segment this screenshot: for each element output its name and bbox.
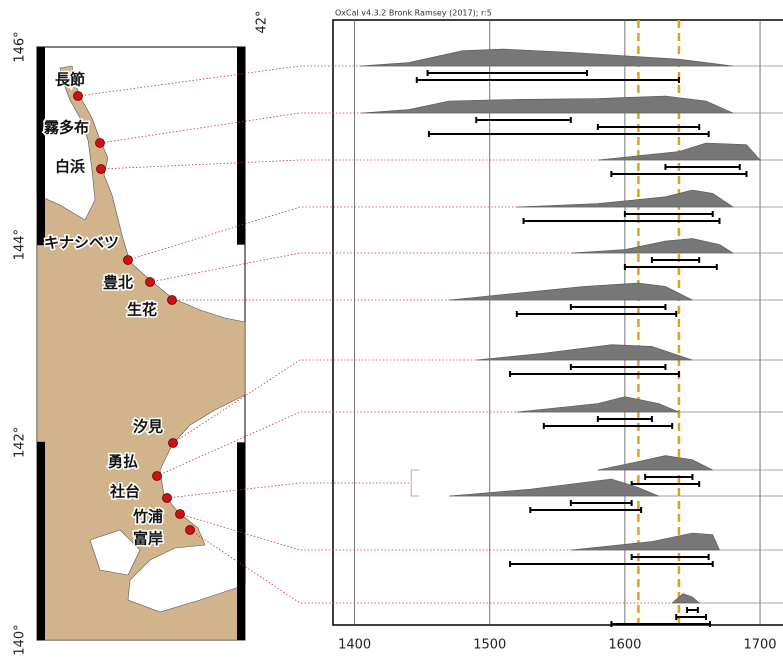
plot-frame: [332, 19, 783, 626]
distribution: [361, 95, 734, 114]
site-label: 勇払: [108, 453, 138, 471]
connector: [149, 252, 571, 283]
range-bar: [610, 621, 712, 627]
border-strip: [37, 47, 45, 245]
distribution: [476, 344, 693, 361]
border-strip: [237, 47, 245, 245]
range-bar: [569, 304, 667, 310]
site-dot: [152, 471, 162, 481]
connector: [156, 411, 517, 477]
site-dot: [168, 438, 178, 448]
range-bar: [650, 257, 701, 263]
range-bar: [509, 371, 680, 377]
site-dot: [123, 255, 133, 265]
distribution: [516, 396, 680, 413]
range-bar: [623, 211, 714, 217]
connector: [77, 65, 361, 97]
range-bar: [475, 117, 572, 123]
site-label: 富岸: [133, 530, 163, 548]
map-border: [37, 46, 245, 641]
distribution: [671, 593, 701, 604]
lat-tick-label: 140°: [13, 624, 28, 655]
lat-tick-label: 144°: [13, 229, 28, 260]
site-dot: [95, 138, 105, 148]
range-bar: [415, 77, 680, 83]
range-bar: [630, 481, 701, 487]
site-label: キナシベツ: [44, 234, 119, 252]
header: OxCal v4.3.2 Bronk Ramsey (2017); r:5: [335, 9, 492, 18]
connector: [179, 513, 571, 551]
connector: [172, 359, 477, 444]
bay: [89, 529, 141, 576]
range-bar: [596, 416, 653, 422]
x-tick-label: 1400: [338, 638, 371, 653]
connector: [189, 529, 673, 604]
range-bar: [675, 614, 707, 620]
x-tick-label: 1600: [608, 638, 641, 653]
range-bar: [569, 500, 633, 506]
site-label: 長節: [55, 71, 85, 89]
site-dot: [96, 164, 106, 174]
distribution: [570, 238, 735, 254]
connector: [127, 206, 517, 261]
range-bar: [515, 311, 678, 317]
land: [36, 65, 246, 641]
site-dot: [185, 525, 195, 535]
range-bar: [596, 124, 701, 130]
connector: [166, 482, 412, 499]
distribution: [570, 532, 720, 551]
range-bar: [529, 507, 643, 513]
distribution: [516, 189, 734, 208]
range-bar: [630, 554, 710, 560]
site-dot: [162, 493, 172, 503]
lon-label: 42°: [255, 10, 270, 33]
range-bar: [686, 607, 699, 613]
range-bar: [427, 131, 710, 137]
lat-tick-label: 142°: [13, 427, 28, 458]
bracket: [410, 469, 420, 497]
distribution: [360, 48, 734, 67]
site-dot: [145, 277, 155, 287]
range-bar: [664, 164, 741, 170]
site-dot: [73, 91, 83, 101]
border-strip: [37, 442, 45, 640]
range-bar: [569, 364, 667, 370]
site-label: 竹浦: [132, 508, 163, 526]
site-dot: [175, 509, 185, 519]
x-tick-label: 1500: [473, 638, 506, 653]
distribution: [597, 455, 713, 471]
range-bar: [542, 423, 674, 429]
x-tick-label: 1700: [743, 638, 776, 653]
site-label: 豊北: [103, 274, 133, 292]
map: 42°: [36, 10, 270, 641]
range-bar: [623, 264, 718, 270]
site-label: 生花: [127, 301, 157, 319]
range-bar: [426, 70, 589, 76]
site-label: 霧多布: [44, 119, 89, 137]
range-bar: [522, 218, 721, 224]
distribution: [449, 282, 693, 301]
range-bar: [509, 561, 714, 567]
distribution: [597, 142, 761, 161]
distribution: [449, 478, 659, 497]
site-dot: [167, 295, 177, 305]
range-bar: [610, 171, 748, 177]
site-label: 白浜: [55, 158, 85, 176]
lat-tick-label: 146°: [13, 31, 28, 62]
site-label: 汐見: [133, 418, 163, 436]
border-strip: [237, 442, 245, 640]
range-bar: [644, 474, 694, 480]
connector: [99, 112, 362, 144]
site-label: 社台: [109, 483, 140, 501]
